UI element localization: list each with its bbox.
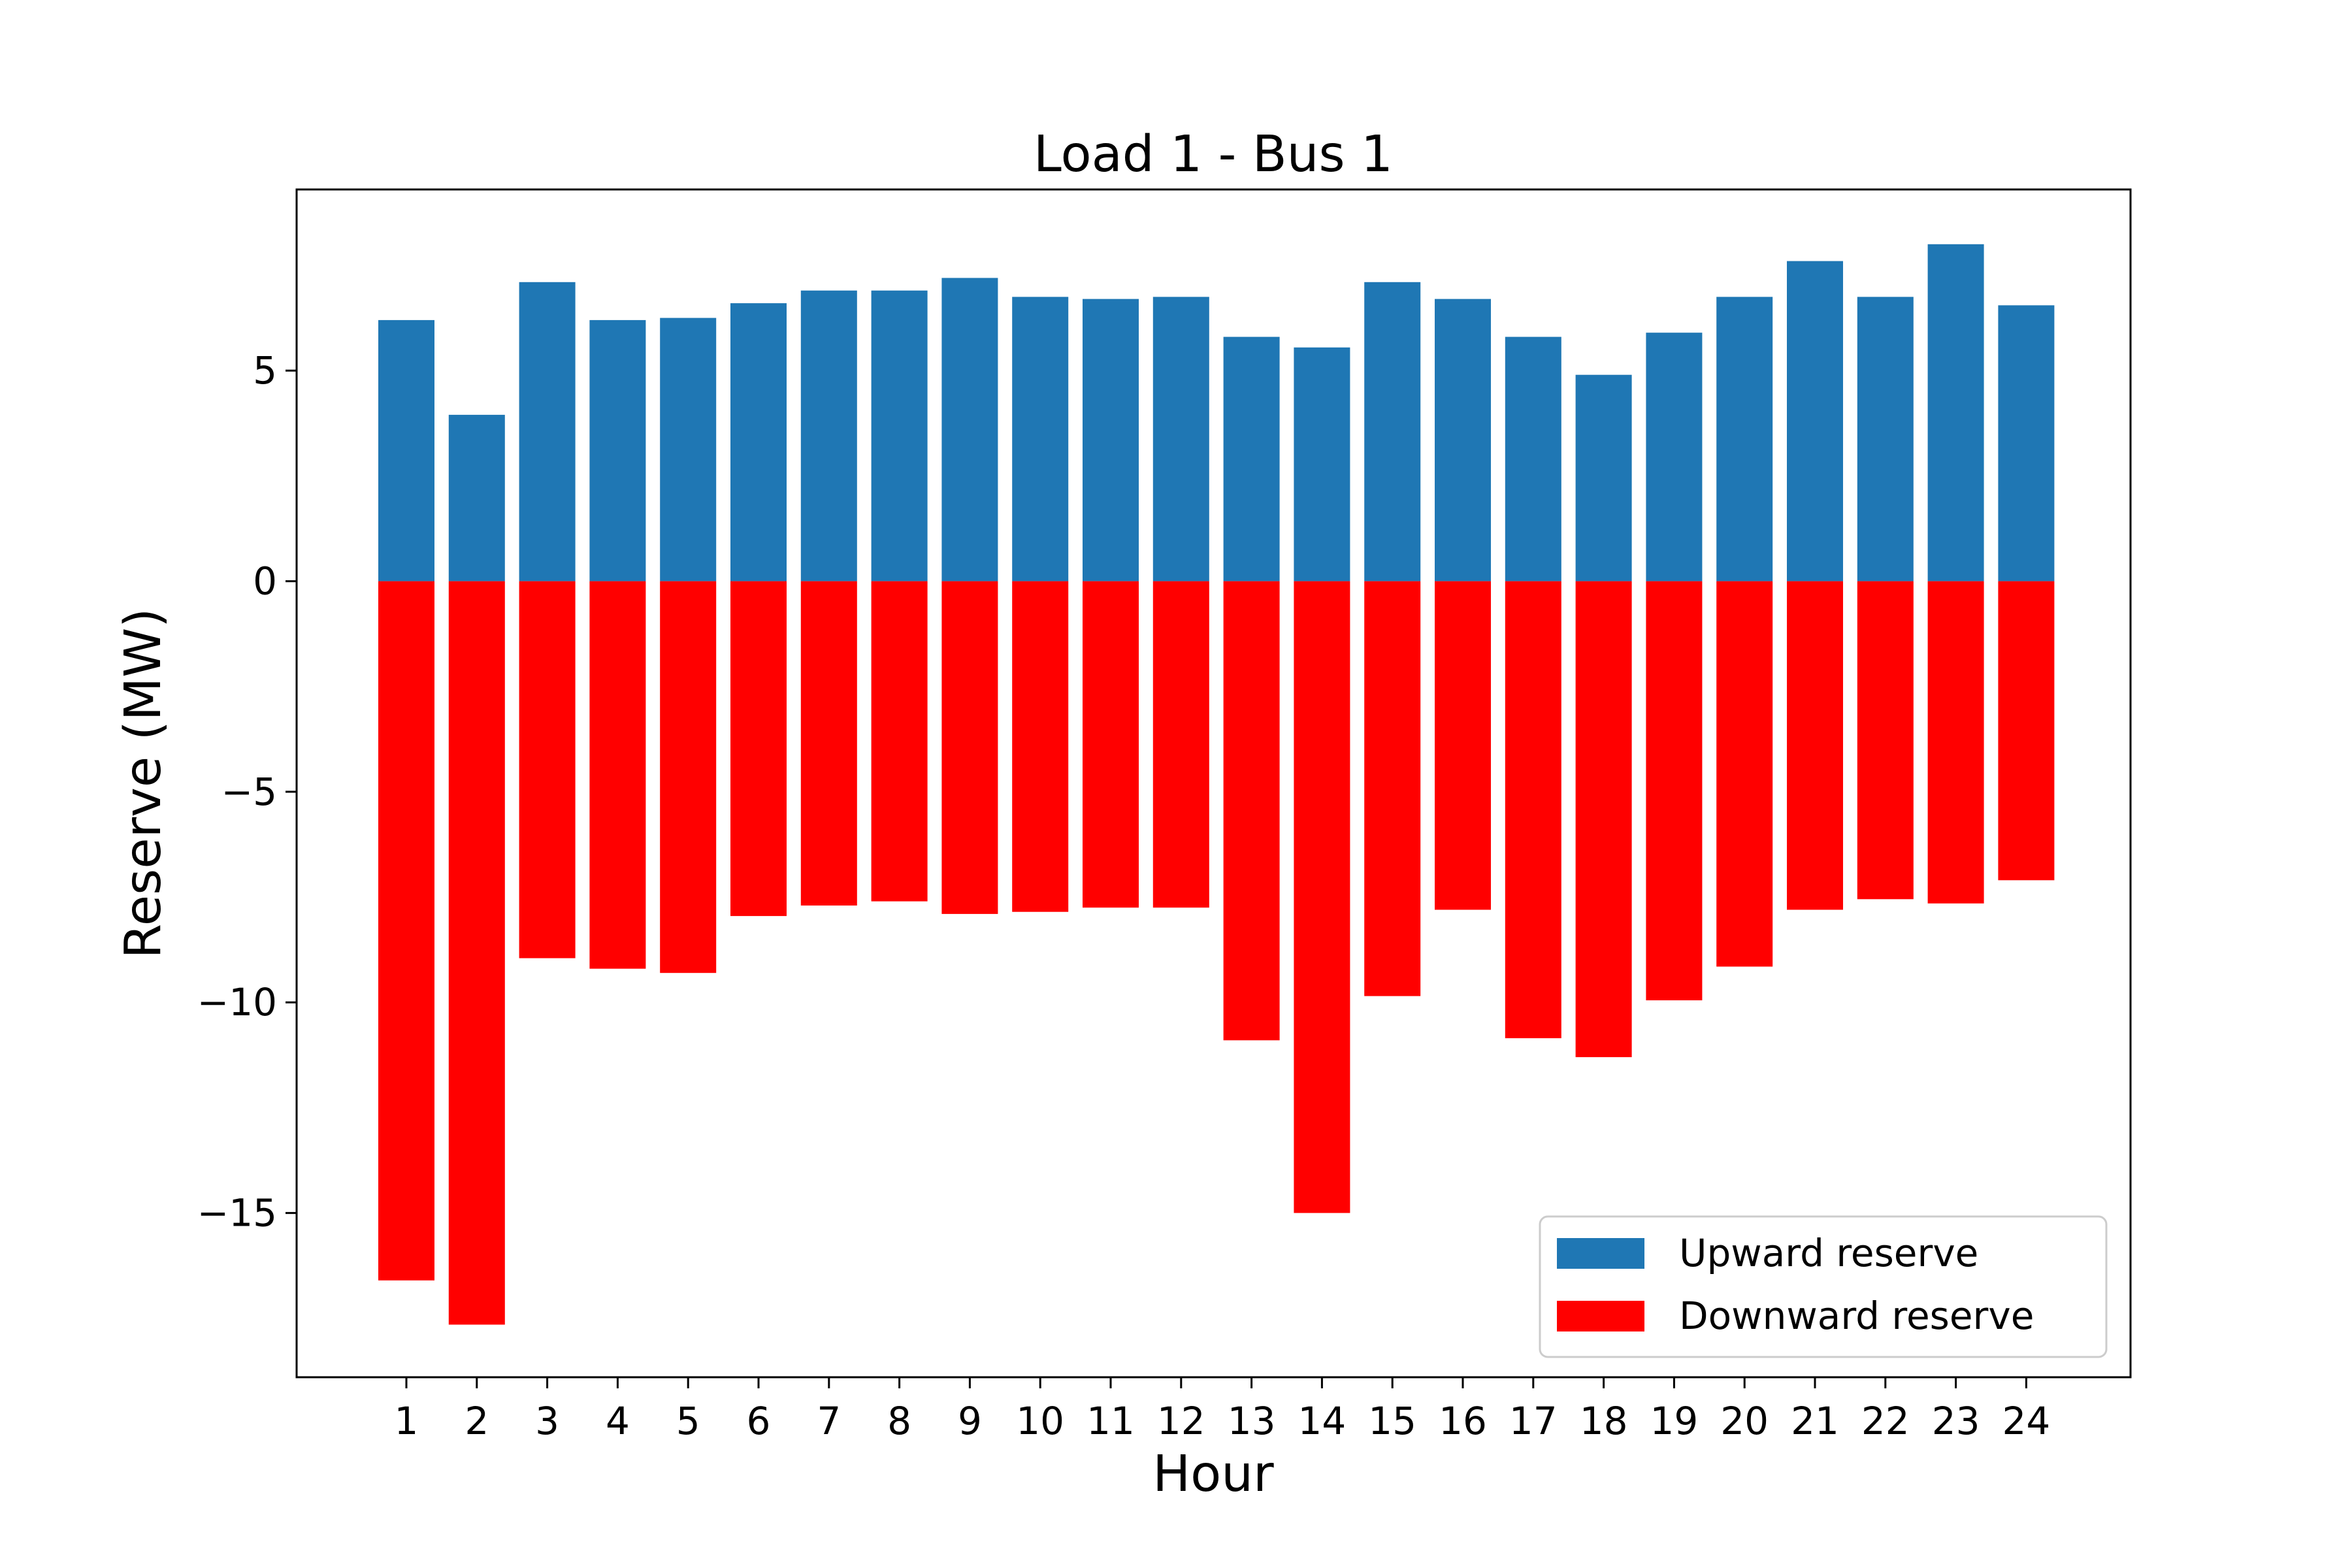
- downward-reserve-bar-16: [1435, 581, 1491, 910]
- downward-reserve-bar-19: [1646, 581, 1703, 1001]
- legend-label-downward: Downward reserve: [1679, 1294, 2034, 1338]
- x-tick-label: 16: [1439, 1399, 1487, 1443]
- upward-reserve-bar-11: [1083, 299, 1139, 581]
- bars-group: [378, 244, 2055, 1325]
- legend: Upward reserve Downward reserve: [1539, 1215, 2108, 1358]
- legend-frame: [1539, 1215, 2108, 1358]
- x-tick-label: 18: [1580, 1399, 1628, 1443]
- upward-reserve-bar-21: [1787, 261, 1843, 581]
- upward-reserve-bar-9: [941, 278, 998, 581]
- downward-reserve-bar-18: [1575, 581, 1632, 1058]
- plot-frame: [295, 188, 2132, 1379]
- upward-reserve-bar-5: [660, 318, 717, 581]
- upward-reserve-bar-7: [800, 290, 857, 581]
- y-axis: 5 0 −5 −10 −15: [197, 348, 297, 1235]
- x-tick-label: 3: [535, 1399, 559, 1443]
- legend-swatch-downward: [1557, 1301, 1644, 1331]
- downward-reserve-bar-15: [1364, 581, 1421, 996]
- y-tick-label: 0: [253, 559, 277, 604]
- chart-title: Load 1 - Bus 1: [1034, 125, 1393, 184]
- downward-reserve-bar-9: [941, 581, 998, 914]
- x-tick-label: 10: [1016, 1399, 1064, 1443]
- x-tick-label: 13: [1228, 1399, 1276, 1443]
- downward-reserve-bar-11: [1083, 581, 1139, 908]
- upward-reserve-bar-20: [1716, 297, 1773, 581]
- upward-reserve-bar-2: [448, 414, 505, 581]
- downward-reserve-bar-22: [1857, 581, 1914, 900]
- upward-reserve-bar-23: [1927, 244, 1984, 581]
- y-tick-label: −15: [197, 1191, 277, 1235]
- upward-reserve-bar-15: [1364, 282, 1421, 581]
- upward-reserve-bar-17: [1505, 336, 1561, 581]
- x-tick-label: 1: [395, 1399, 419, 1443]
- upward-reserve-bar-24: [1998, 305, 2055, 581]
- downward-reserve-bar-23: [1927, 581, 1984, 904]
- upward-reserve-bar-1: [378, 319, 434, 581]
- y-tick-label: −10: [197, 980, 277, 1024]
- legend-swatch-upward: [1557, 1238, 1644, 1269]
- x-tick-label: 22: [1861, 1399, 1910, 1443]
- downward-reserve-bar-2: [448, 581, 505, 1325]
- downward-reserve-bar-12: [1152, 581, 1209, 908]
- downward-reserve-bar-17: [1505, 581, 1561, 1039]
- upward-reserve-bar-12: [1152, 297, 1209, 581]
- downward-reserve-bar-4: [589, 581, 646, 969]
- x-tick-label: 24: [2002, 1399, 2050, 1443]
- downward-reserve-bar-3: [519, 581, 576, 958]
- x-tick-label: 17: [1509, 1399, 1558, 1443]
- x-tick-label: 7: [817, 1399, 841, 1443]
- x-tick-label: 5: [676, 1399, 700, 1443]
- upward-reserve-bar-6: [730, 303, 787, 581]
- y-tick-label: −5: [221, 770, 278, 814]
- downward-reserve-bar-7: [800, 581, 857, 906]
- downward-reserve-bar-10: [1012, 581, 1069, 912]
- upward-reserve-bar-10: [1012, 297, 1069, 581]
- x-tick-label: 15: [1368, 1399, 1416, 1443]
- upward-reserve-bar-14: [1294, 347, 1350, 581]
- upward-reserve-bar-3: [519, 282, 576, 581]
- x-tick-label: 12: [1157, 1399, 1205, 1443]
- x-tick-label: 4: [606, 1399, 630, 1443]
- x-tick-label: 11: [1086, 1399, 1135, 1443]
- downward-reserve-bar-8: [871, 581, 928, 902]
- x-tick-label: 9: [958, 1399, 982, 1443]
- downward-reserve-bar-6: [730, 581, 787, 917]
- upward-reserve-bar-22: [1857, 297, 1914, 581]
- x-tick-label: 20: [1720, 1399, 1769, 1443]
- x-axis: 1 2 3 4 5 6 7 8 9 10 11 12 13 14 15 16 17 18 19 20 21 22 23 24: [395, 1377, 2050, 1443]
- upward-reserve-bar-4: [589, 319, 646, 581]
- x-tick-label: 19: [1650, 1399, 1698, 1443]
- x-tick-label: 14: [1298, 1399, 1346, 1443]
- upward-reserve-bar-16: [1435, 299, 1491, 581]
- downward-reserve-bar-20: [1716, 581, 1773, 967]
- downward-reserve-bar-24: [1998, 581, 2055, 881]
- downward-reserve-bar-5: [660, 581, 717, 973]
- x-tick-label: 23: [1932, 1399, 1980, 1443]
- downward-reserve-bar-14: [1294, 581, 1350, 1213]
- x-tick-label: 8: [887, 1399, 911, 1443]
- x-axis-label: Hour: [1152, 1445, 1274, 1503]
- x-tick-label: 21: [1791, 1399, 1839, 1443]
- x-tick-label: 2: [465, 1399, 489, 1443]
- upward-reserve-bar-8: [871, 290, 928, 581]
- downward-reserve-bar-21: [1787, 581, 1843, 910]
- legend-label-upward: Upward reserve: [1679, 1231, 1978, 1275]
- downward-reserve-bar-13: [1223, 581, 1280, 1041]
- upward-reserve-bar-18: [1575, 374, 1632, 581]
- y-tick-label: 5: [253, 348, 277, 393]
- y-axis-label: Reserve (MW): [114, 608, 172, 959]
- upward-reserve-bar-19: [1646, 333, 1703, 581]
- downward-reserve-bar-1: [378, 581, 434, 1281]
- x-tick-label: 6: [747, 1399, 771, 1443]
- upward-reserve-bar-13: [1223, 336, 1280, 581]
